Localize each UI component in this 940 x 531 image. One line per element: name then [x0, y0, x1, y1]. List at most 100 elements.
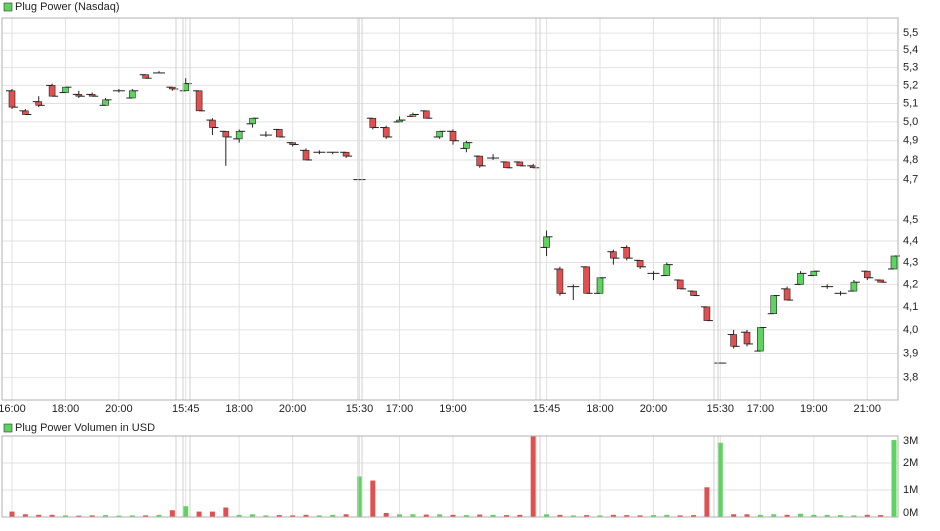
candle-body	[703, 306, 711, 321]
candle-body	[783, 288, 791, 301]
x-tick-label: 15:30	[707, 403, 735, 415]
volume-bar	[757, 514, 763, 517]
legend-swatch	[3, 423, 13, 433]
x-tick-label: 15:45	[533, 403, 561, 415]
volume-bar	[570, 515, 576, 517]
y-tick-label: 4,8	[903, 154, 918, 166]
volume-bar	[209, 511, 215, 517]
candle-body	[235, 131, 243, 140]
volume-bar	[891, 440, 897, 517]
legend-swatch	[3, 2, 13, 12]
x-tick-label: 18:00	[225, 403, 253, 415]
x-tick-label: 18:00	[52, 403, 80, 415]
y-tick-label: 3M	[903, 435, 918, 447]
x-tick-label: 16:00	[0, 403, 26, 415]
volume-bar	[450, 514, 456, 517]
volume-bar	[49, 514, 55, 517]
candle-body	[102, 99, 109, 106]
candle-body	[382, 127, 390, 138]
volume-bar	[76, 515, 82, 517]
volume-bar	[797, 513, 803, 517]
candle-body	[583, 266, 590, 294]
volume-bar	[503, 515, 509, 517]
volume-bar	[263, 515, 269, 517]
candle-body	[35, 101, 43, 106]
candle-body	[22, 110, 29, 115]
volume-title: Plug Power Volumen in USD	[15, 422, 155, 434]
candle-body	[503, 161, 510, 169]
volume-bar	[103, 515, 109, 517]
candle-body	[249, 117, 256, 125]
candle-body	[810, 270, 818, 276]
volume-bar	[637, 515, 643, 517]
volume-bar	[477, 514, 483, 517]
x-tick-label: 19:00	[800, 403, 828, 415]
candle-body	[690, 290, 697, 296]
volume-bar	[650, 515, 656, 517]
y-tick-label: 0M	[903, 507, 918, 519]
candle-body	[543, 236, 550, 248]
volume-bar	[36, 514, 42, 517]
candle-body	[797, 273, 804, 285]
volume-bar	[878, 515, 884, 517]
x-tick-label: 15:45	[172, 403, 200, 415]
volume-bar	[691, 515, 697, 517]
volume-bar	[410, 514, 416, 517]
y-tick-label: 5,4	[903, 44, 918, 56]
plot-layer: 3,8 3,9 4,0 4,1 4,2 4,3 4,4 4,5 4,7 4,8 4,9 5,0 5,1 5…	[0, 18, 918, 519]
y-tick-label: 5,3	[903, 62, 918, 74]
candle-body	[516, 161, 524, 167]
x-tick-label: 20:00	[640, 403, 668, 415]
volume-bar	[116, 515, 122, 517]
candle-body	[222, 131, 230, 138]
candle-body	[556, 268, 564, 294]
volume-bar	[490, 514, 496, 517]
volume-bar	[597, 515, 603, 517]
volume-bar	[196, 511, 202, 517]
y-tick-label: 4,1	[903, 301, 918, 313]
volume-bar	[838, 515, 844, 517]
volume-bar	[624, 515, 630, 517]
y-tick-label: 5,1	[903, 97, 918, 109]
volume-bar	[129, 515, 135, 517]
candle-body	[610, 251, 617, 259]
y-tick-label: 5,2	[903, 79, 918, 91]
candle-body	[463, 142, 470, 149]
candle-body	[623, 247, 631, 259]
candle-body	[62, 86, 69, 93]
y-tick-label: 5,0	[903, 116, 918, 128]
y-tick-label: 2M	[903, 457, 918, 469]
volume-bar	[784, 514, 790, 517]
x-tick-label: 20:00	[279, 403, 307, 415]
day-breaks	[175, 18, 719, 517]
volume-bar	[544, 514, 550, 517]
candle-body	[48, 85, 56, 97]
volume-bar	[169, 510, 175, 517]
volume-bar	[303, 514, 309, 517]
volume-bar	[864, 514, 870, 517]
volume-bar	[397, 514, 403, 517]
x-tick-label: 19:00	[439, 403, 467, 415]
volume-bar	[437, 514, 443, 517]
candle-body	[369, 117, 377, 128]
candle-body	[275, 129, 283, 138]
volume-bar	[223, 507, 229, 517]
candle-body	[8, 90, 16, 108]
volume-bar	[610, 514, 616, 517]
volume-bar	[717, 442, 723, 517]
volume-bar	[356, 476, 362, 517]
volume-bar	[677, 515, 683, 517]
candle-body	[342, 151, 350, 157]
volume-bar	[236, 514, 242, 517]
volume-bar	[423, 514, 429, 517]
y-tick-label: 4,0	[903, 324, 918, 336]
volume-frame	[1, 435, 899, 518]
x-tick-label: 20:00	[105, 403, 133, 415]
volume-bar	[383, 512, 389, 517]
candle-body	[757, 327, 764, 352]
candle-body	[182, 83, 190, 92]
volume-bar	[22, 514, 28, 517]
candle-body	[302, 150, 310, 161]
y-tick-label: 3,8	[903, 372, 918, 384]
